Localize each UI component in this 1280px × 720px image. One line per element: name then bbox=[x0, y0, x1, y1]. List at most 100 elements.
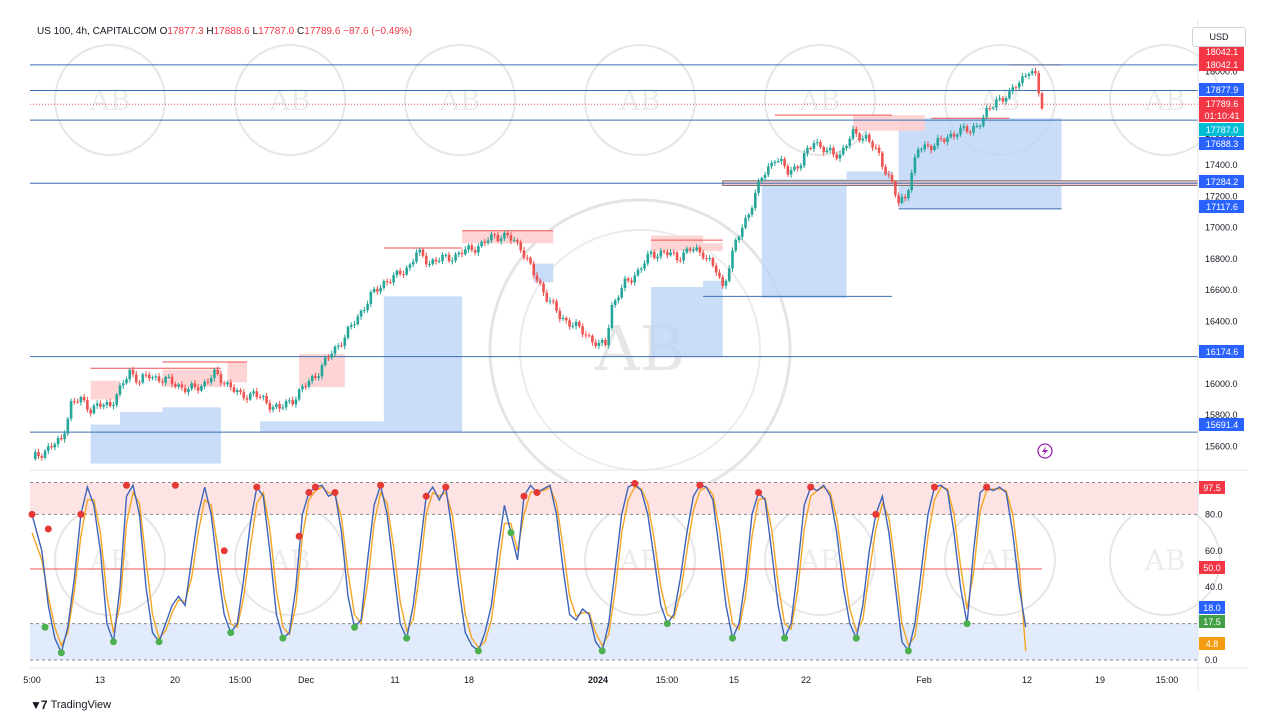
candle-body bbox=[721, 277, 725, 286]
candle-body bbox=[763, 174, 767, 178]
candle-body bbox=[532, 263, 536, 276]
candle-body bbox=[105, 401, 109, 405]
candle-body bbox=[630, 280, 633, 283]
stoch-buy-dot bbox=[474, 647, 482, 655]
candle-body bbox=[750, 207, 754, 215]
stoch-tag-text: 18.0 bbox=[1203, 603, 1221, 613]
candle-body bbox=[975, 125, 979, 127]
currency-button[interactable]: USD bbox=[1192, 27, 1246, 47]
price-tag-text: 18042.1 bbox=[1206, 60, 1239, 70]
fvg-block bbox=[651, 287, 704, 358]
candle-body bbox=[832, 147, 835, 155]
candle-body bbox=[643, 263, 646, 269]
fvg-block bbox=[90, 424, 120, 464]
stoch-sell-dot bbox=[28, 510, 36, 518]
candle-body bbox=[473, 250, 477, 253]
candle-body bbox=[232, 387, 236, 392]
candle-body bbox=[607, 328, 610, 346]
stoch-sell-dot bbox=[930, 483, 938, 491]
candle-body bbox=[965, 126, 969, 132]
candle-body bbox=[102, 404, 105, 407]
price-tag bbox=[1199, 123, 1244, 136]
tradingview-brand[interactable]: ▼7 TradingView bbox=[30, 698, 111, 712]
price-tag-text: 18042.1 bbox=[1206, 47, 1239, 57]
stochastic-pane[interactable] bbox=[28, 479, 1199, 661]
candle-body bbox=[845, 145, 848, 148]
candle-body bbox=[538, 280, 542, 284]
candle-body bbox=[363, 310, 366, 312]
open-value: 17877.3 bbox=[167, 26, 204, 37]
stoch-sell-dot bbox=[311, 483, 319, 491]
candle-body bbox=[291, 400, 294, 405]
fvg-block bbox=[761, 179, 847, 298]
candle-body bbox=[711, 258, 715, 266]
candle-body bbox=[314, 375, 317, 378]
time-tick-label: 19 bbox=[1095, 675, 1105, 685]
candle-body bbox=[988, 108, 992, 110]
candle-body bbox=[82, 396, 86, 401]
candle-body bbox=[955, 134, 959, 137]
candle-body bbox=[467, 245, 470, 250]
candle-body bbox=[926, 144, 930, 146]
candle-body bbox=[555, 301, 558, 311]
candle-body bbox=[317, 376, 321, 378]
candle-body bbox=[835, 154, 839, 159]
candle-body bbox=[154, 376, 158, 378]
candle-body bbox=[854, 128, 858, 134]
candle-body bbox=[343, 337, 347, 346]
supply-zone bbox=[853, 115, 925, 131]
stoch-sell-dot bbox=[872, 510, 880, 518]
candle-body bbox=[692, 249, 695, 251]
candle-body bbox=[174, 384, 177, 387]
price-pane[interactable] bbox=[30, 64, 1199, 464]
candle-body bbox=[574, 321, 578, 326]
candle-body bbox=[359, 310, 363, 317]
candle-body bbox=[591, 335, 594, 343]
candle-body bbox=[786, 166, 790, 175]
candle-body bbox=[695, 247, 698, 250]
candle-body bbox=[1030, 71, 1034, 74]
watermark-text: AB bbox=[799, 544, 841, 577]
candle-body bbox=[480, 241, 483, 247]
candle-body bbox=[226, 382, 229, 385]
price-tag bbox=[1199, 58, 1244, 71]
candle-body bbox=[258, 396, 262, 398]
time-tick-label: 12 bbox=[1022, 675, 1032, 685]
candle-body bbox=[89, 409, 92, 414]
candle-body bbox=[66, 418, 70, 434]
candle-body bbox=[369, 292, 373, 304]
price-tick-label: 17000.0 bbox=[1205, 223, 1238, 233]
stoch-sell-dot bbox=[631, 479, 639, 487]
candle-body bbox=[623, 278, 627, 289]
candle-body bbox=[604, 340, 607, 346]
candle-body bbox=[747, 214, 751, 218]
stoch-tick-label: 80.0 bbox=[1205, 509, 1223, 519]
time-tick-label: 11 bbox=[390, 675, 399, 685]
price-tick-label: 18000.0 bbox=[1205, 66, 1238, 76]
candle-body bbox=[587, 335, 591, 337]
candle-body bbox=[395, 270, 399, 276]
price-tag-text: 17284.2 bbox=[1206, 177, 1239, 187]
candle-body bbox=[519, 242, 523, 251]
candle-body bbox=[346, 326, 350, 338]
candle-body bbox=[76, 401, 79, 403]
candle-body bbox=[688, 248, 692, 251]
fvg-block bbox=[260, 421, 384, 433]
candle-body bbox=[848, 138, 852, 146]
candle-body bbox=[838, 154, 842, 159]
time-tick-label: 13 bbox=[95, 675, 105, 685]
candle-body bbox=[248, 393, 252, 400]
candle-body bbox=[281, 407, 285, 409]
candle-body bbox=[385, 281, 389, 283]
stoch-tag bbox=[1199, 481, 1225, 494]
candle-body bbox=[493, 234, 496, 236]
candle-body bbox=[780, 158, 783, 162]
stoch-oversold-band bbox=[30, 623, 1198, 660]
fvg-block bbox=[846, 171, 893, 181]
candle-body bbox=[946, 137, 949, 142]
candle-body bbox=[382, 281, 386, 288]
stoch-sell-dot bbox=[295, 532, 303, 540]
candle-body bbox=[783, 158, 786, 167]
price-tag bbox=[1199, 83, 1244, 96]
